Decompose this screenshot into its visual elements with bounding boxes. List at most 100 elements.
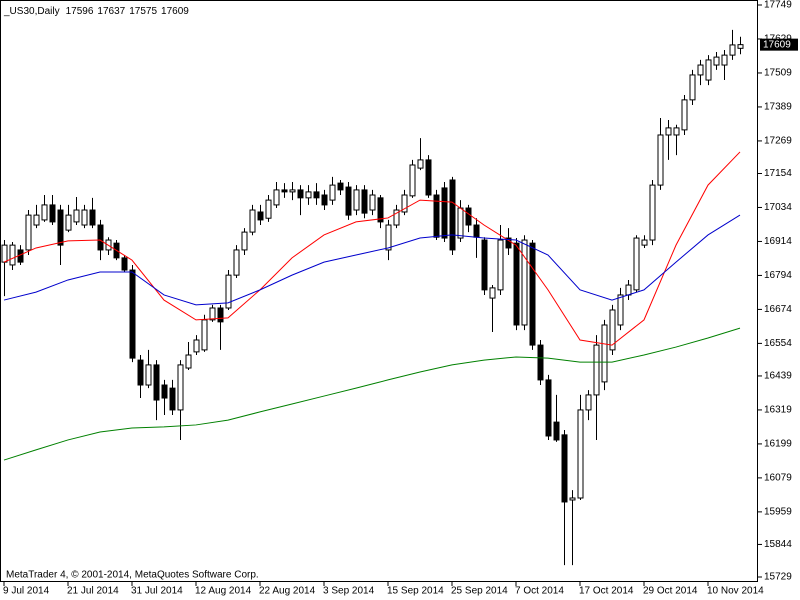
candle-body xyxy=(73,209,80,223)
candle-body xyxy=(385,224,392,251)
candle-body xyxy=(609,309,616,351)
x-tick-label: 15 Sep 2014 xyxy=(387,586,444,597)
y-tick-label: 16674 xyxy=(764,304,792,315)
candle-body xyxy=(441,187,448,239)
candle-body xyxy=(1,244,8,263)
candle-body xyxy=(465,207,472,226)
candle-body xyxy=(337,182,344,191)
y-tick-label: 17154 xyxy=(764,168,792,179)
candle-body xyxy=(577,409,584,499)
candle-body xyxy=(241,231,248,251)
candle-body xyxy=(721,54,728,66)
candle-body xyxy=(265,199,272,219)
y-tick-label: 15729 xyxy=(764,572,792,583)
candle-body xyxy=(521,239,528,326)
candle-body xyxy=(569,497,576,501)
x-tick-label: 7 Oct 2014 xyxy=(515,586,564,597)
y-tick-label: 17269 xyxy=(764,136,792,147)
x-tick-label: 9 Jul 2014 xyxy=(3,586,50,597)
plot-frame xyxy=(0,0,758,582)
candle-body xyxy=(217,307,224,323)
x-tick-label: 31 Jul 2014 xyxy=(131,586,183,597)
candle-body xyxy=(457,207,464,239)
candle-body xyxy=(9,244,16,266)
footer: MetaTrader 4, © 2001-2014, MetaQuotes So… xyxy=(6,570,259,581)
candle-body xyxy=(713,56,720,66)
candle-body xyxy=(209,307,216,321)
candle-body xyxy=(33,214,40,226)
candle-body xyxy=(561,434,568,503)
candle-body xyxy=(329,184,336,201)
candle-body xyxy=(593,344,600,396)
candle-body xyxy=(145,364,152,386)
chart-header: _US30,Daily 17596 17637 17575 17609 xyxy=(3,6,189,17)
last-high: 17637 xyxy=(97,6,125,17)
candle-body xyxy=(249,209,256,233)
plot-area xyxy=(1,29,744,566)
y-tick-label: 17509 xyxy=(764,68,792,79)
last-low: 17575 xyxy=(129,6,157,17)
candle-body xyxy=(233,249,240,276)
candle-body xyxy=(41,204,48,221)
candle-body xyxy=(489,287,496,299)
candle-body xyxy=(57,209,64,246)
candle-body xyxy=(657,134,664,186)
candle-body xyxy=(641,239,648,246)
candle-body xyxy=(401,194,408,213)
candle-body xyxy=(417,159,424,169)
x-tick-label: 29 Oct 2014 xyxy=(643,586,698,597)
candle-body xyxy=(193,339,200,353)
candle-body xyxy=(289,189,296,193)
candle-body xyxy=(345,186,352,216)
candle-body xyxy=(681,99,688,131)
candle-body xyxy=(377,197,384,223)
y-tick-label: 17034 xyxy=(764,202,792,213)
candle-body xyxy=(697,64,704,76)
candle-body xyxy=(625,284,632,296)
last-open: 17596 xyxy=(66,6,94,17)
candle-body xyxy=(81,209,88,226)
candle-body xyxy=(649,184,656,241)
candle-body xyxy=(297,189,304,199)
y-tick-label: 16199 xyxy=(764,439,792,450)
candle-body xyxy=(361,189,368,214)
candle-body xyxy=(137,359,144,386)
candle-body xyxy=(321,194,328,206)
candle-body xyxy=(393,209,400,226)
y-tick-label: 16554 xyxy=(764,338,792,349)
candle-body xyxy=(665,127,672,136)
candle-body xyxy=(705,59,712,81)
candle-body xyxy=(617,294,624,326)
candle-body xyxy=(313,191,320,199)
last-close: 17609 xyxy=(161,6,189,17)
candle-body xyxy=(185,354,192,369)
candle-body xyxy=(169,387,176,411)
candle-body xyxy=(545,379,552,437)
y-tick-label: 16794 xyxy=(764,270,792,281)
candle-body xyxy=(633,237,640,291)
candle-body xyxy=(473,224,480,238)
candle-body xyxy=(129,269,136,359)
x-tick-label: 17 Oct 2014 xyxy=(579,586,634,597)
y-tick-label: 16319 xyxy=(764,405,792,416)
x-tick-label: 25 Sep 2014 xyxy=(451,586,508,597)
candle-body xyxy=(537,344,544,381)
y-tick-label: 15959 xyxy=(764,507,792,518)
moving-average xyxy=(3,327,741,461)
x-tick-label: 22 Aug 2014 xyxy=(259,586,316,597)
candle-body xyxy=(305,191,312,199)
candle-body xyxy=(273,189,280,206)
x-tick-label: 21 Jul 2014 xyxy=(67,586,119,597)
candle-body xyxy=(481,239,488,291)
y-tick-label: 15844 xyxy=(764,539,792,550)
candle-body xyxy=(673,127,680,136)
candle-body xyxy=(201,319,208,351)
candle-body xyxy=(689,74,696,101)
candle-body xyxy=(25,214,32,251)
moving-average xyxy=(3,214,741,306)
candle-body xyxy=(529,242,536,346)
candle-body xyxy=(553,421,560,441)
candle-body xyxy=(601,324,608,383)
candle-body xyxy=(737,44,744,49)
